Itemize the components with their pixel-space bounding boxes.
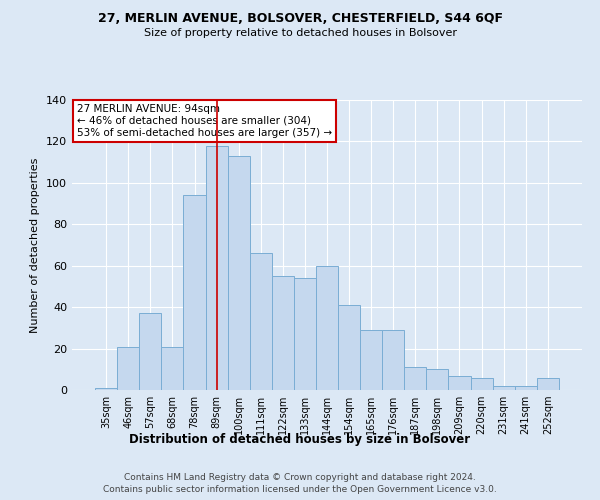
Text: Contains HM Land Registry data © Crown copyright and database right 2024.: Contains HM Land Registry data © Crown c… <box>124 472 476 482</box>
Bar <box>206 146 227 390</box>
Bar <box>95 388 117 390</box>
Bar <box>470 378 493 390</box>
Text: Contains public sector information licensed under the Open Government Licence v3: Contains public sector information licen… <box>103 485 497 494</box>
Bar <box>250 254 272 390</box>
Bar <box>117 346 139 390</box>
Bar <box>427 370 448 390</box>
Bar <box>515 386 537 390</box>
Bar <box>404 367 427 390</box>
Bar <box>227 156 250 390</box>
Bar <box>448 376 470 390</box>
Text: Size of property relative to detached houses in Bolsover: Size of property relative to detached ho… <box>143 28 457 38</box>
Bar <box>360 330 382 390</box>
Y-axis label: Number of detached properties: Number of detached properties <box>31 158 40 332</box>
Bar <box>537 378 559 390</box>
Text: 27, MERLIN AVENUE, BOLSOVER, CHESTERFIELD, S44 6QF: 27, MERLIN AVENUE, BOLSOVER, CHESTERFIEL… <box>97 12 503 26</box>
Bar <box>294 278 316 390</box>
Bar <box>382 330 404 390</box>
Text: 27 MERLIN AVENUE: 94sqm
← 46% of detached houses are smaller (304)
53% of semi-d: 27 MERLIN AVENUE: 94sqm ← 46% of detache… <box>77 104 332 138</box>
Bar <box>184 196 206 390</box>
Bar <box>338 305 360 390</box>
Bar <box>161 346 184 390</box>
Bar <box>493 386 515 390</box>
Bar <box>316 266 338 390</box>
Bar <box>139 314 161 390</box>
Text: Distribution of detached houses by size in Bolsover: Distribution of detached houses by size … <box>130 432 470 446</box>
Bar <box>272 276 294 390</box>
